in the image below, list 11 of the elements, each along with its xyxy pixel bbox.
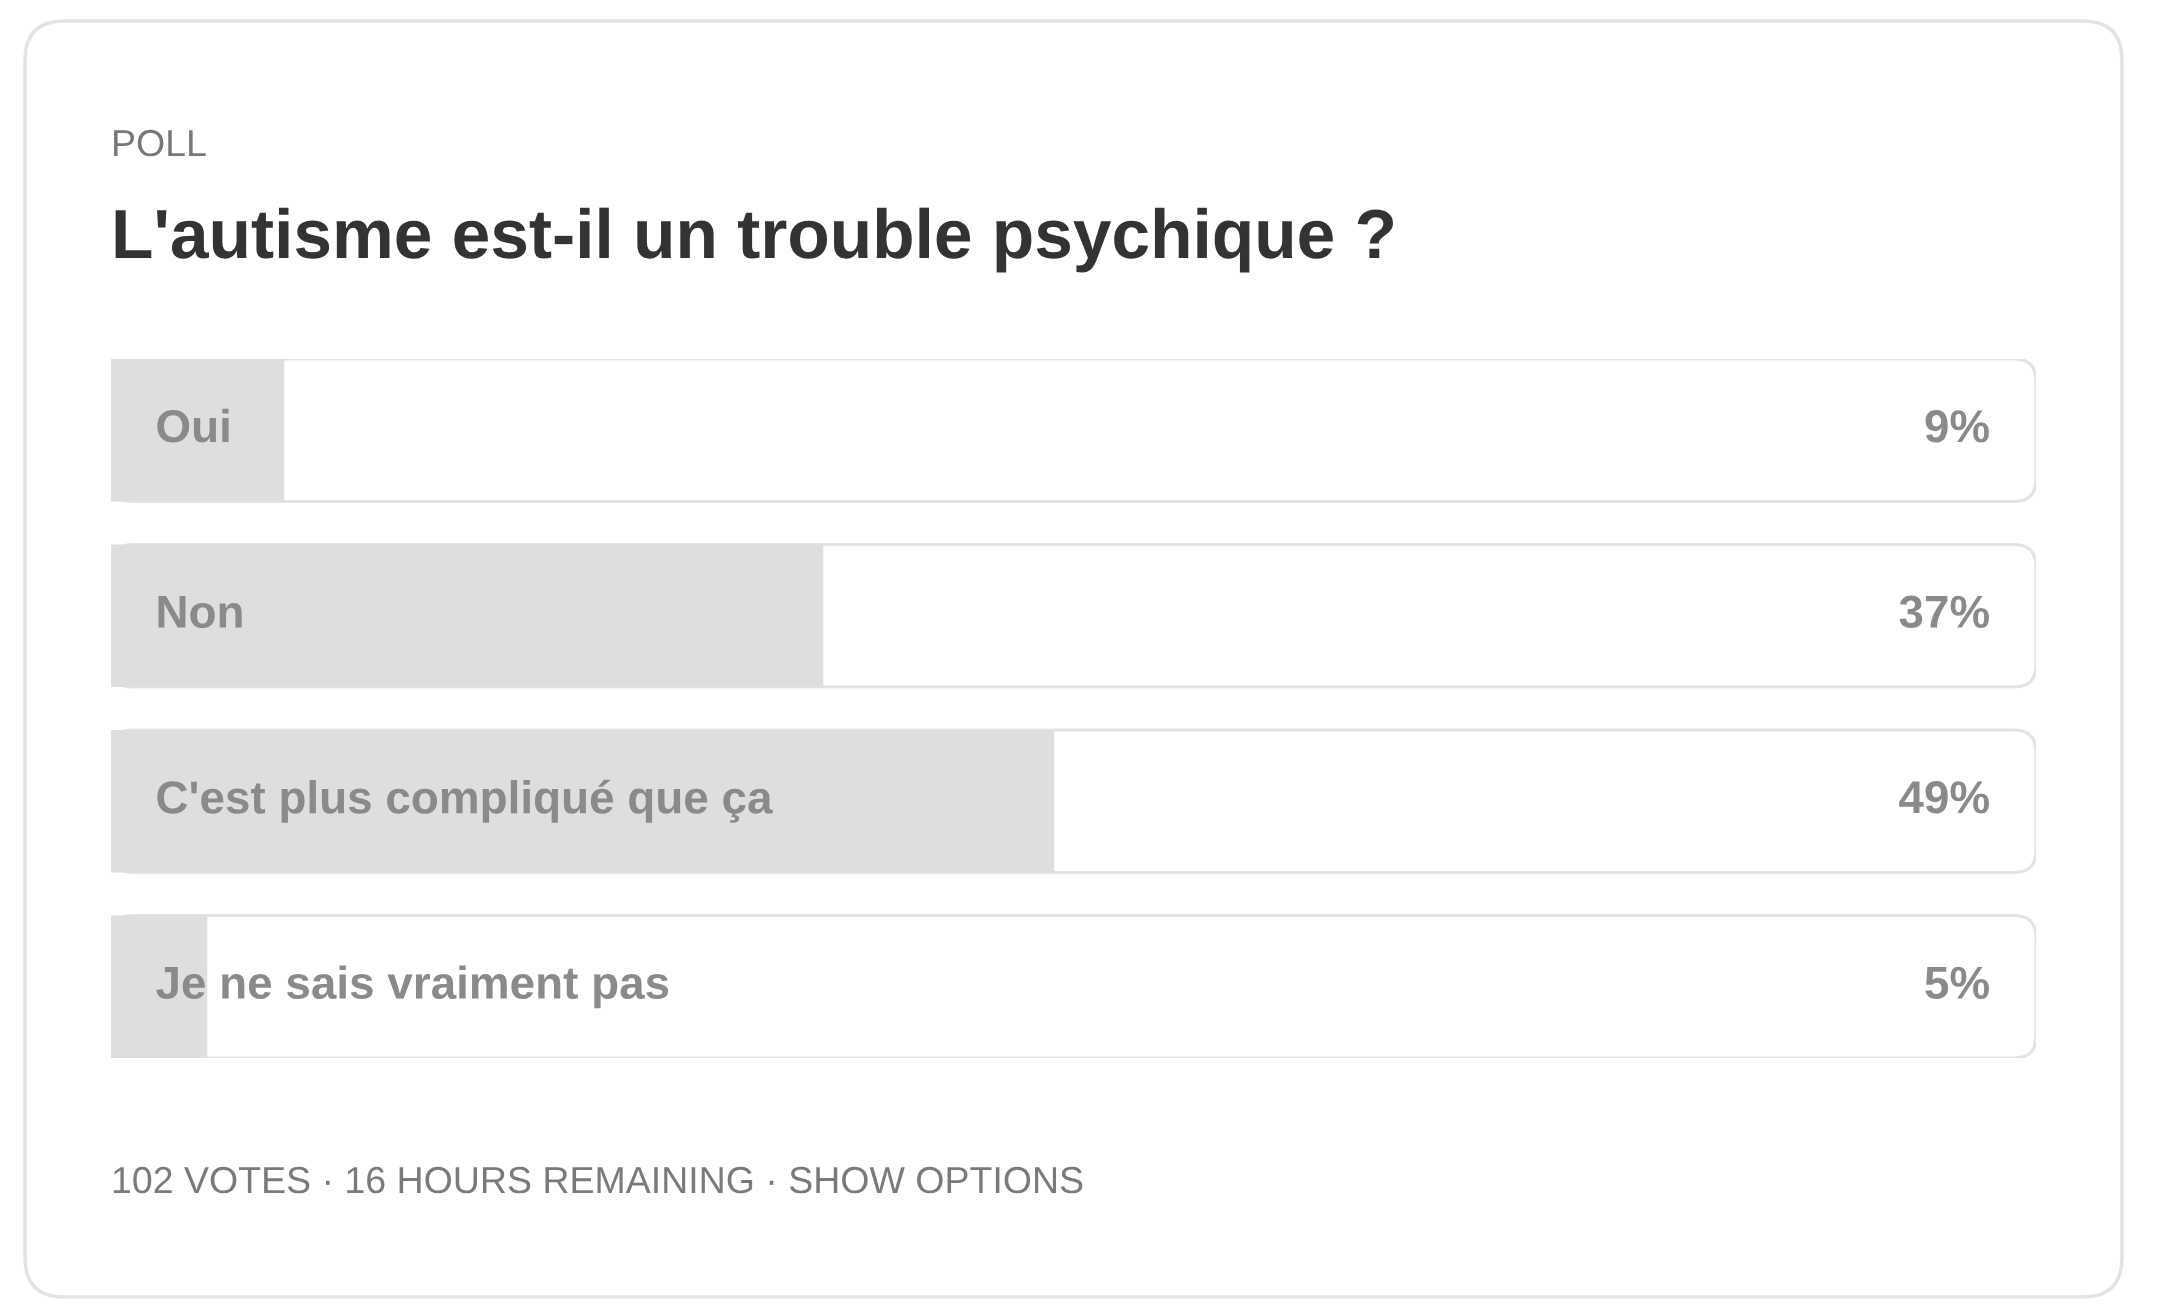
text: 102 VOTES · 16 HOURS REMAINING · SHOW OPTIONS (113, 1166, 1083, 1194)
data-label: 5% (1925, 966, 1989, 1000)
y-tick-label: Non (158, 596, 242, 629)
data-label: 49% (1899, 781, 1989, 814)
data-label: 37% (1899, 595, 1989, 629)
y-tick-label: Oui (157, 408, 229, 443)
chart-title: L'autisme est-il un trouble psychique ? (115, 207, 1393, 273)
y-tick-label: Je ne sais vraiment pas (156, 965, 669, 1009)
y-tick-label: C'est plus compliqué que ça (157, 779, 773, 823)
chart-subtitle: POLL (114, 129, 206, 157)
data-label: 9% (1925, 410, 1989, 443)
